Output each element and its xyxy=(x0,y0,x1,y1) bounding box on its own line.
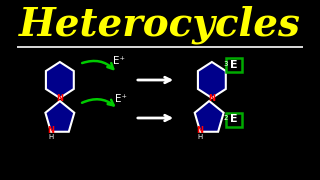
Text: H: H xyxy=(198,134,203,140)
Text: N: N xyxy=(47,126,54,135)
Text: 2: 2 xyxy=(223,115,228,121)
Text: Heterocycles: Heterocycles xyxy=(19,6,301,44)
Text: N: N xyxy=(208,93,215,102)
Text: E: E xyxy=(229,60,237,69)
Polygon shape xyxy=(198,62,226,98)
Polygon shape xyxy=(45,101,74,132)
Text: N: N xyxy=(56,93,63,102)
Polygon shape xyxy=(195,101,224,132)
Text: H: H xyxy=(48,134,53,140)
Text: E⁺: E⁺ xyxy=(113,56,125,66)
Text: E⁺: E⁺ xyxy=(115,94,127,104)
Text: N: N xyxy=(197,126,204,135)
Text: 3: 3 xyxy=(223,61,228,67)
Polygon shape xyxy=(46,62,74,98)
Text: E: E xyxy=(229,114,237,125)
